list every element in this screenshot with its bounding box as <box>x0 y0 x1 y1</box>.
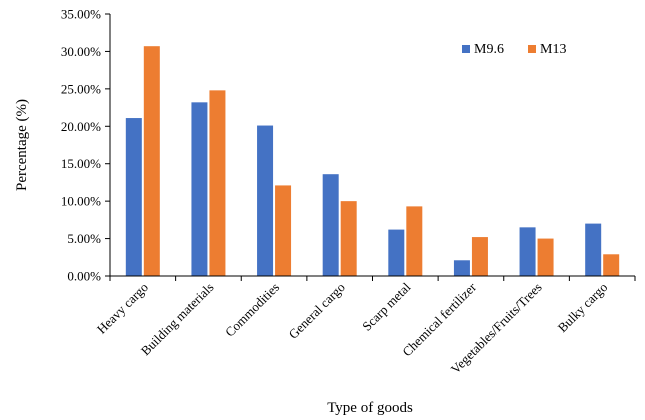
bar-m13 <box>143 46 160 277</box>
bar-m9-6 <box>585 223 602 276</box>
bar-m13 <box>603 254 620 276</box>
bar-m13 <box>209 90 226 277</box>
bar-m13 <box>275 185 292 276</box>
y-tick-label: 5.00% <box>67 231 101 246</box>
y-tick-label: 0.00% <box>67 269 101 284</box>
legend-swatch <box>528 45 536 53</box>
bars-group <box>125 46 620 277</box>
x-tick-label: Commodities <box>222 280 282 340</box>
y-axis-title: Percentage (%) <box>14 99 30 191</box>
legend: M9.6 M13 <box>462 42 566 57</box>
bar-m13 <box>537 238 554 276</box>
legend-label: M9.6 <box>474 42 504 57</box>
x-tick-label: General cargo <box>286 280 348 342</box>
bar-m9-6 <box>453 260 470 276</box>
bar-m9-6 <box>191 102 208 277</box>
legend-label: M13 <box>540 42 566 57</box>
legend-swatch <box>462 45 470 53</box>
bar-m9-6 <box>322 174 339 276</box>
x-axis-title: Type of goods <box>327 400 413 416</box>
y-tick-label: 15.00% <box>61 156 101 171</box>
bar-m13 <box>471 237 488 276</box>
bar-m9-6 <box>257 125 274 276</box>
bar-m13 <box>406 206 423 276</box>
bar-m9-6 <box>388 229 405 276</box>
bar-m13 <box>340 201 357 276</box>
y-tick-label: 25.00% <box>61 81 101 96</box>
bar-m9-6 <box>519 227 536 276</box>
x-tick-label: Heavy cargo <box>94 280 151 337</box>
x-tick-label: Scarp metal <box>359 279 414 334</box>
y-axis-ticks: 0.00% 5.00% 10.00% 15.00% 20.00% 25.00% 30.00%… <box>61 7 110 284</box>
y-tick-label: 10.00% <box>61 194 101 209</box>
y-tick-label: 35.00% <box>61 7 101 22</box>
bar-m9-6 <box>125 118 142 277</box>
x-tick-label: Bulky cargo <box>555 280 611 336</box>
y-tick-label: 20.00% <box>61 119 101 134</box>
y-tick-label: 30.00% <box>61 44 101 59</box>
